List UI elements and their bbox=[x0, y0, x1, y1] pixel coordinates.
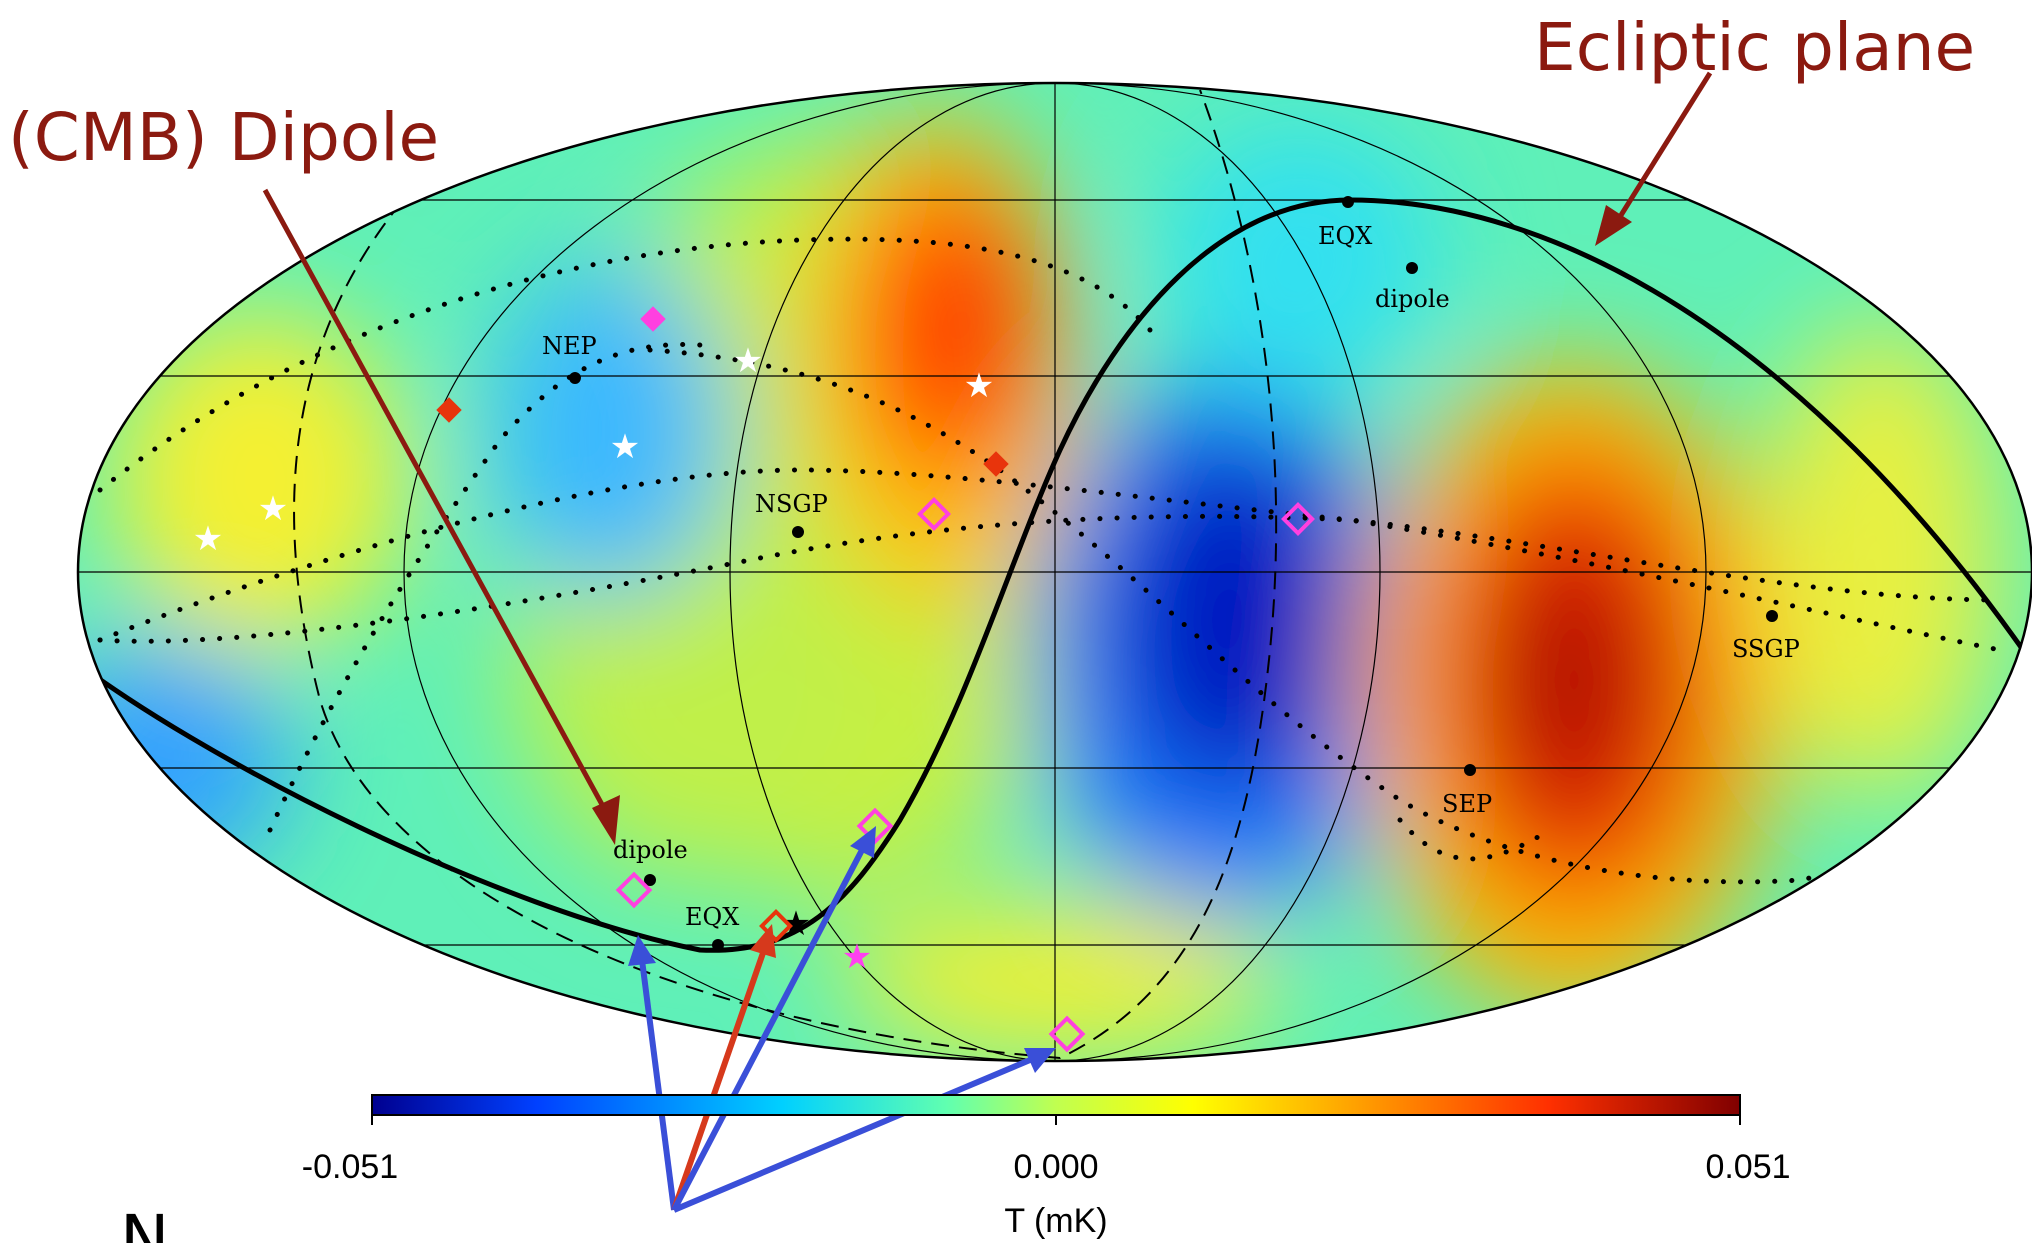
open-diamond-icon bbox=[615, 871, 653, 909]
sep-label: SEP bbox=[1442, 790, 1492, 818]
magenta-star-icon: ★ bbox=[842, 937, 872, 977]
temperature-map bbox=[78, 83, 2032, 1061]
open-diamond-icon bbox=[1048, 1015, 1086, 1053]
colorbar-max-label: 0.051 bbox=[1705, 1148, 1790, 1186]
reference-points bbox=[569, 196, 1778, 951]
nsgp-label: NSGP bbox=[755, 490, 828, 518]
dipole-callout: (CMB) Dipole bbox=[8, 99, 439, 176]
colorbar-min-label: -0.051 bbox=[302, 1148, 398, 1186]
colorbar-axis-label: T (mK) bbox=[1004, 1202, 1107, 1240]
map-outline bbox=[77, 81, 2032, 1063]
star-icon: ★ bbox=[258, 489, 288, 529]
star-icon: ★ bbox=[733, 341, 763, 381]
callout-arrows bbox=[262, 71, 1713, 845]
magenta-diamond-icon bbox=[640, 306, 666, 332]
eqx-south-label: EQX bbox=[685, 903, 739, 931]
open-diamond-icon bbox=[1281, 502, 1315, 536]
eqx-north-label: EQX bbox=[1318, 222, 1372, 250]
star-icon: ★ bbox=[964, 366, 994, 406]
pointer-arrows bbox=[628, 826, 1056, 1213]
colorbar-gradient bbox=[371, 1094, 1741, 1116]
dipole-north-label: dipole bbox=[1375, 285, 1450, 313]
dipole-south-label: dipole bbox=[613, 836, 688, 864]
dotted-curves bbox=[97, 236, 2023, 885]
ecliptic-callout: Ecliptic plane bbox=[1534, 9, 1975, 86]
nep-label: NEP bbox=[542, 332, 597, 360]
ssgp-label: SSGP bbox=[1732, 635, 1800, 663]
star-icon: ★ bbox=[193, 519, 223, 559]
open-diamond-icon bbox=[917, 497, 951, 531]
red-diamond-icon bbox=[983, 451, 1009, 477]
bottom-caption: N bbox=[120, 1201, 169, 1243]
dashed-great-circle bbox=[293, 89, 1278, 1060]
filled-diamond-markers bbox=[436, 306, 1009, 477]
ecliptic-curve bbox=[78, 197, 2032, 953]
white-star-markers: ★ ★ ★ ★ ★ bbox=[193, 341, 994, 559]
red-diamond-icon bbox=[436, 397, 462, 423]
star-icon: ★ bbox=[610, 427, 640, 467]
colorbar-mid-label: 0.000 bbox=[1013, 1148, 1098, 1186]
colorbar: -0.051 0.000 0.051 T (mK) bbox=[302, 1094, 1791, 1240]
